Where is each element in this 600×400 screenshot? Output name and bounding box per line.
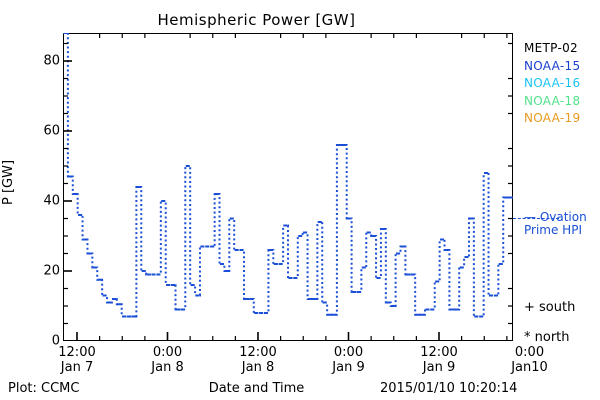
ovation-legend-line — [513, 218, 559, 219]
y-axis-labels: 0 20 40 60 80 — [16, 33, 60, 349]
x-tick-date: Jan 7 — [60, 360, 94, 375]
data-series-noaa15 — [63, 33, 513, 318]
x-axis-tick-label: 0:00 Jan10 — [511, 345, 548, 375]
chart-title: Hemispheric Power [GW] — [157, 11, 356, 29]
x-tick-date: Jan 8 — [151, 360, 184, 375]
x-axis-labels: 12:00 Jan 7 0:00 Jan 8 12:00 Jan 8 0:00 Jan 9 12… — [58, 345, 548, 379]
y-axis-title: P [GW] — [1, 159, 17, 206]
legend-item-noaa-15[interactable]: NOAA-15 — [524, 58, 581, 73]
plot-credit: Plot: CCMC — [8, 381, 80, 396]
y-axis-tick-label: 60 — [43, 123, 60, 139]
legend-item-metp-02[interactable]: METP-02 — [524, 41, 578, 55]
x-axis-tick-label: 12:00 Jan 9 — [420, 345, 457, 375]
x-tick-date: Jan 9 — [332, 360, 365, 375]
ovation-legend-label: — Ovation Prime HPI — [524, 210, 587, 237]
x-tick-time: 12:00 — [58, 345, 96, 360]
legend-marker-south: + south — [524, 300, 576, 315]
legend-item-noaa-19[interactable]: NOAA-19 — [524, 111, 581, 125]
hemispheric-power-step-line — [63, 33, 513, 318]
plot-timestamp: 2015/01/10 10:20:14 — [380, 381, 518, 396]
legend-item-noaa-18[interactable]: NOAA-18 — [524, 93, 581, 108]
y-axis-tick-label: 80 — [43, 53, 60, 69]
x-axis-title: Date and Time — [208, 381, 305, 396]
x-tick-date: Jan 8 — [241, 360, 275, 375]
y-axis-tick-label: 0 — [51, 333, 60, 349]
x-tick-time: 0:00 — [152, 345, 183, 360]
x-axis-tick-label: 12:00 Jan 8 — [239, 345, 276, 375]
satellite-legend: METP-02 NOAA-15 NOAA-16 NOAA-18 NOAA-19 — [524, 40, 580, 128]
legend-marker-north: * north — [524, 330, 570, 345]
x-tick-time: 12:00 — [420, 345, 458, 360]
x-axis-tick-label: 0:00 Jan 9 — [332, 345, 364, 375]
legend-item-noaa-16[interactable]: NOAA-16 — [524, 76, 581, 90]
y-axis-tick-label: 20 — [43, 263, 60, 279]
plot-area — [63, 33, 513, 341]
x-tick-time: 0:00 — [333, 345, 364, 360]
x-tick-time: 0:00 — [514, 345, 545, 360]
x-axis-tick-label: 0:00 Jan 8 — [151, 345, 183, 375]
y-axis-tick-label: 40 — [43, 193, 60, 209]
x-axis-tick-label: 12:00 Jan 7 — [58, 345, 95, 375]
x-tick-date: Jan10 — [511, 360, 548, 375]
x-tick-time: 12:00 — [239, 345, 277, 360]
x-tick-date: Jan 9 — [422, 360, 456, 375]
